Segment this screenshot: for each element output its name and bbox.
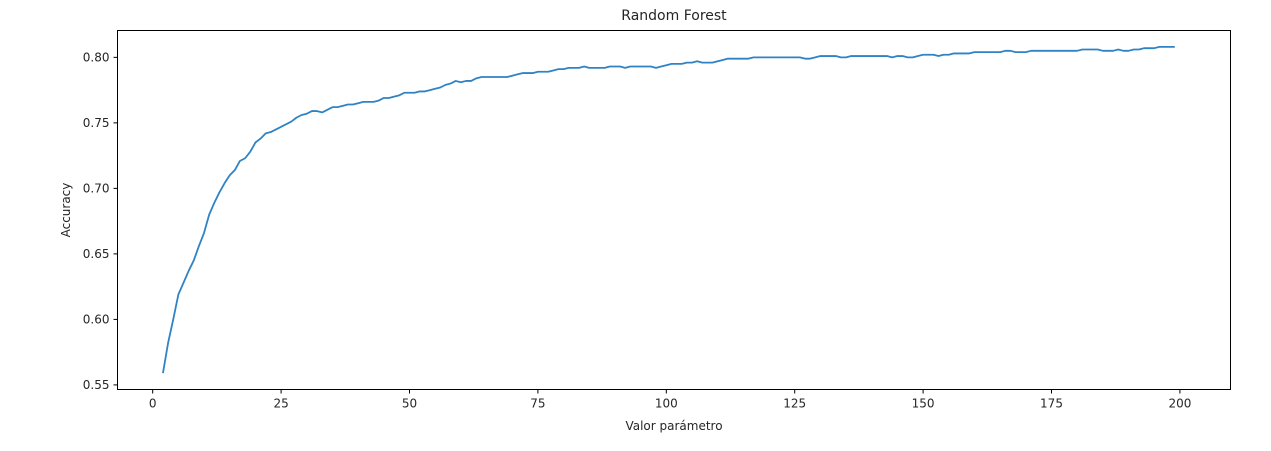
- x-axis-label: Valor parámetro: [625, 419, 722, 433]
- y-tick-label: 0.70: [83, 181, 110, 195]
- y-tick-label: 0.75: [83, 116, 110, 130]
- x-tick-label: 125: [783, 397, 806, 411]
- y-tick-label: 0.55: [83, 378, 110, 392]
- chart-title: Random Forest: [621, 8, 727, 24]
- x-tick-label: 175: [1040, 397, 1063, 411]
- accuracy-line: [162, 45, 1175, 374]
- x-tick-label: 75: [530, 397, 545, 411]
- y-tick-label: 0.65: [83, 247, 110, 261]
- x-axis: 0 25 50 75 100 125 150 175 200: [149, 389, 1191, 411]
- x-tick-label: 150: [912, 397, 935, 411]
- y-axis: 0.55 0.60 0.65 0.70 0.75 0.80: [83, 50, 118, 392]
- y-tick-label: 0.80: [83, 50, 110, 64]
- plot-frame: [117, 30, 1231, 390]
- plot-area: [162, 45, 1175, 374]
- y-tick-label: 0.60: [83, 312, 110, 326]
- x-tick-label: 0: [149, 397, 157, 411]
- x-tick-label: 200: [1168, 397, 1191, 411]
- y-axis-label: Accuracy: [59, 183, 73, 238]
- x-tick-label: 100: [655, 397, 678, 411]
- x-tick-label: 25: [273, 397, 288, 411]
- x-tick-label: 50: [402, 397, 417, 411]
